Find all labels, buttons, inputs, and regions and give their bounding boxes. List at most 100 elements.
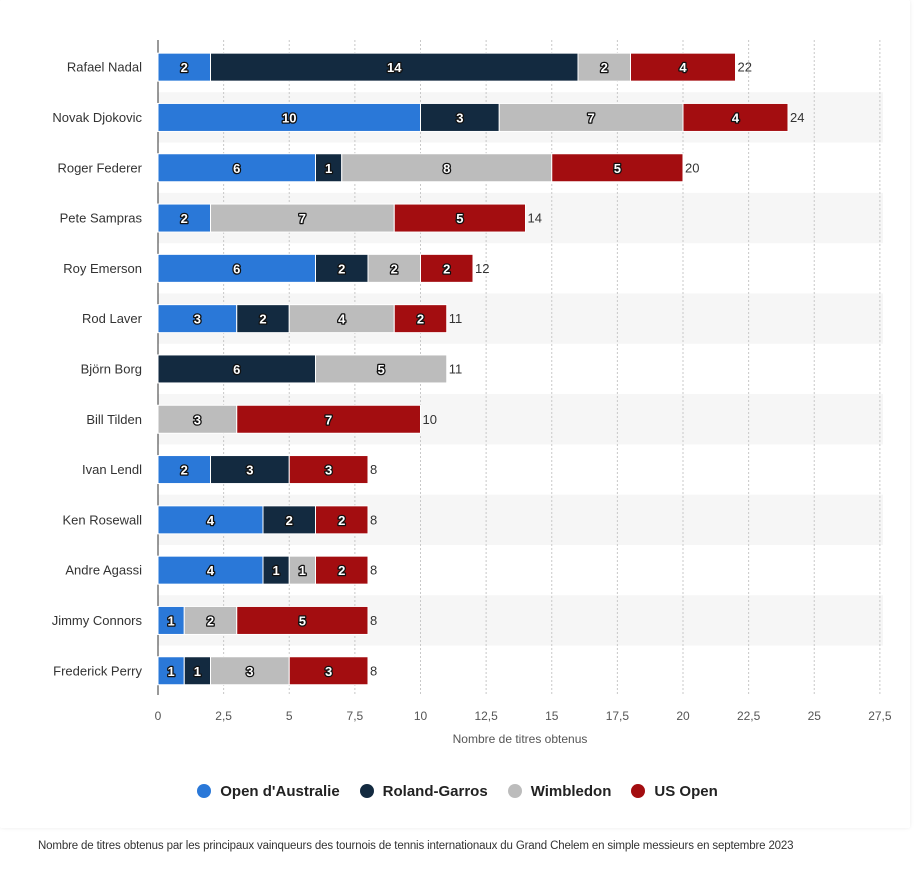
bar-segment [157, 505, 264, 535]
player-label: Roger Federer [57, 160, 142, 175]
segment-value-label: 10 [282, 110, 296, 125]
segment-value-label: 4 [732, 110, 740, 125]
player-label: Ivan Lendl [82, 462, 142, 477]
bar-segment [630, 52, 736, 82]
bar-segment [551, 153, 684, 183]
segment-value-label: 4 [679, 60, 687, 75]
total-value-label: 11 [449, 311, 463, 326]
player-label: Roy Emerson [63, 261, 142, 276]
player-label: Bill Tilden [86, 412, 142, 427]
segment-value-label: 4 [207, 563, 215, 578]
total-value-label: 20 [685, 160, 699, 175]
chart-caption: Nombre de titres obtenus par les princip… [38, 840, 794, 852]
bar-segment [157, 102, 421, 132]
bar-segment [420, 253, 474, 283]
segment-value-label: 6 [233, 362, 240, 377]
segment-value-label: 5 [456, 211, 463, 226]
segment-value-label: 5 [614, 161, 621, 176]
legend-item[interactable]: US Open [631, 782, 718, 800]
bar-segment [393, 203, 526, 233]
bar-segment [236, 605, 369, 635]
segment-value-label: 2 [417, 312, 424, 327]
bar-segment [315, 555, 369, 585]
bar-segment [157, 555, 264, 585]
segment-value-label: 3 [325, 463, 332, 478]
player-label: Rod Laver [82, 311, 143, 326]
segment-value-label: 4 [338, 312, 346, 327]
x-tick-label: 25 [808, 709, 822, 723]
player-label: Novak Djokovic [52, 110, 142, 125]
bar-segment [341, 153, 553, 183]
bar-segment [210, 52, 579, 82]
segment-value-label: 7 [299, 211, 306, 226]
segment-value-label: 6 [233, 161, 240, 176]
segment-value-label: 5 [299, 613, 306, 628]
segment-value-label: 4 [207, 513, 215, 528]
segment-value-label: 2 [601, 60, 608, 75]
legend-dot-icon [359, 784, 374, 798]
segment-value-label: 3 [325, 664, 332, 679]
x-tick-label: 22,5 [737, 709, 761, 723]
bar-segment [288, 304, 395, 334]
x-tick-label: 12,5 [474, 709, 498, 723]
segment-value-label: 2 [259, 312, 266, 327]
segment-value-label: 1 [194, 664, 201, 679]
bar-segment [210, 203, 395, 233]
player-label: Pete Sampras [60, 211, 143, 226]
segment-value-label: 2 [181, 211, 188, 226]
segment-value-label: 1 [168, 613, 175, 628]
segment-value-label: 1 [299, 563, 306, 578]
legend-label: US Open [654, 782, 718, 800]
segment-value-label: 1 [168, 664, 175, 679]
player-label: Frederick Perry [53, 663, 142, 678]
player-label: Rafael Nadal [67, 60, 142, 75]
legend-item[interactable]: Roland-Garros [359, 783, 488, 800]
bar-segment [262, 505, 316, 535]
player-label: Ken Rosewall [63, 512, 143, 527]
bar-segment [367, 253, 421, 283]
segment-value-label: 2 [443, 261, 450, 276]
legend-item[interactable]: Open d'Australie [197, 782, 340, 800]
segment-value-label: 2 [286, 513, 293, 528]
segment-value-label: 2 [338, 563, 345, 578]
bar-segment [315, 253, 369, 283]
segment-value-label: 3 [246, 463, 253, 478]
segment-value-label: 2 [181, 463, 188, 478]
player-label: Björn Borg [81, 361, 142, 376]
x-tick-label: 7,5 [347, 709, 364, 723]
x-tick-label: 0 [155, 709, 162, 723]
bar-segment [236, 404, 421, 434]
bar-segment [393, 304, 448, 334]
legend-item[interactable]: Wimbledon [507, 783, 611, 800]
x-tick-label: 20 [676, 709, 690, 723]
total-value-label: 10 [423, 412, 437, 427]
x-tick-label: 15 [545, 709, 559, 723]
x-axis-title: Nombre de titres obtenus [453, 732, 588, 746]
bar-segment [498, 102, 684, 132]
total-value-label: 22 [738, 60, 752, 75]
segment-value-label: 6 [233, 261, 240, 276]
segment-value-label: 7 [325, 412, 332, 427]
total-value-label: 24 [790, 110, 804, 125]
bar-segment [315, 153, 343, 183]
bar-segment [157, 153, 316, 183]
x-tick-label: 17,5 [606, 709, 630, 723]
player-label: Jimmy Connors [52, 613, 143, 628]
bar-segment [210, 455, 290, 485]
bar-segment [157, 455, 211, 485]
bar-segment [157, 52, 211, 82]
bar-segment [183, 656, 211, 686]
segment-value-label: 1 [325, 161, 332, 176]
legend-dot-icon [507, 784, 522, 798]
player-label: Andre Agassi [65, 563, 142, 578]
total-value-label: 8 [370, 462, 377, 477]
segment-value-label: 3 [246, 664, 253, 679]
bar-segment [315, 505, 369, 535]
bar-segment [577, 52, 631, 82]
legend-label: Open d'Australie [220, 782, 340, 800]
segment-value-label: 1 [273, 563, 280, 578]
bar-segment [420, 102, 500, 132]
total-value-label: 8 [370, 512, 377, 527]
segment-value-label: 2 [391, 261, 398, 276]
